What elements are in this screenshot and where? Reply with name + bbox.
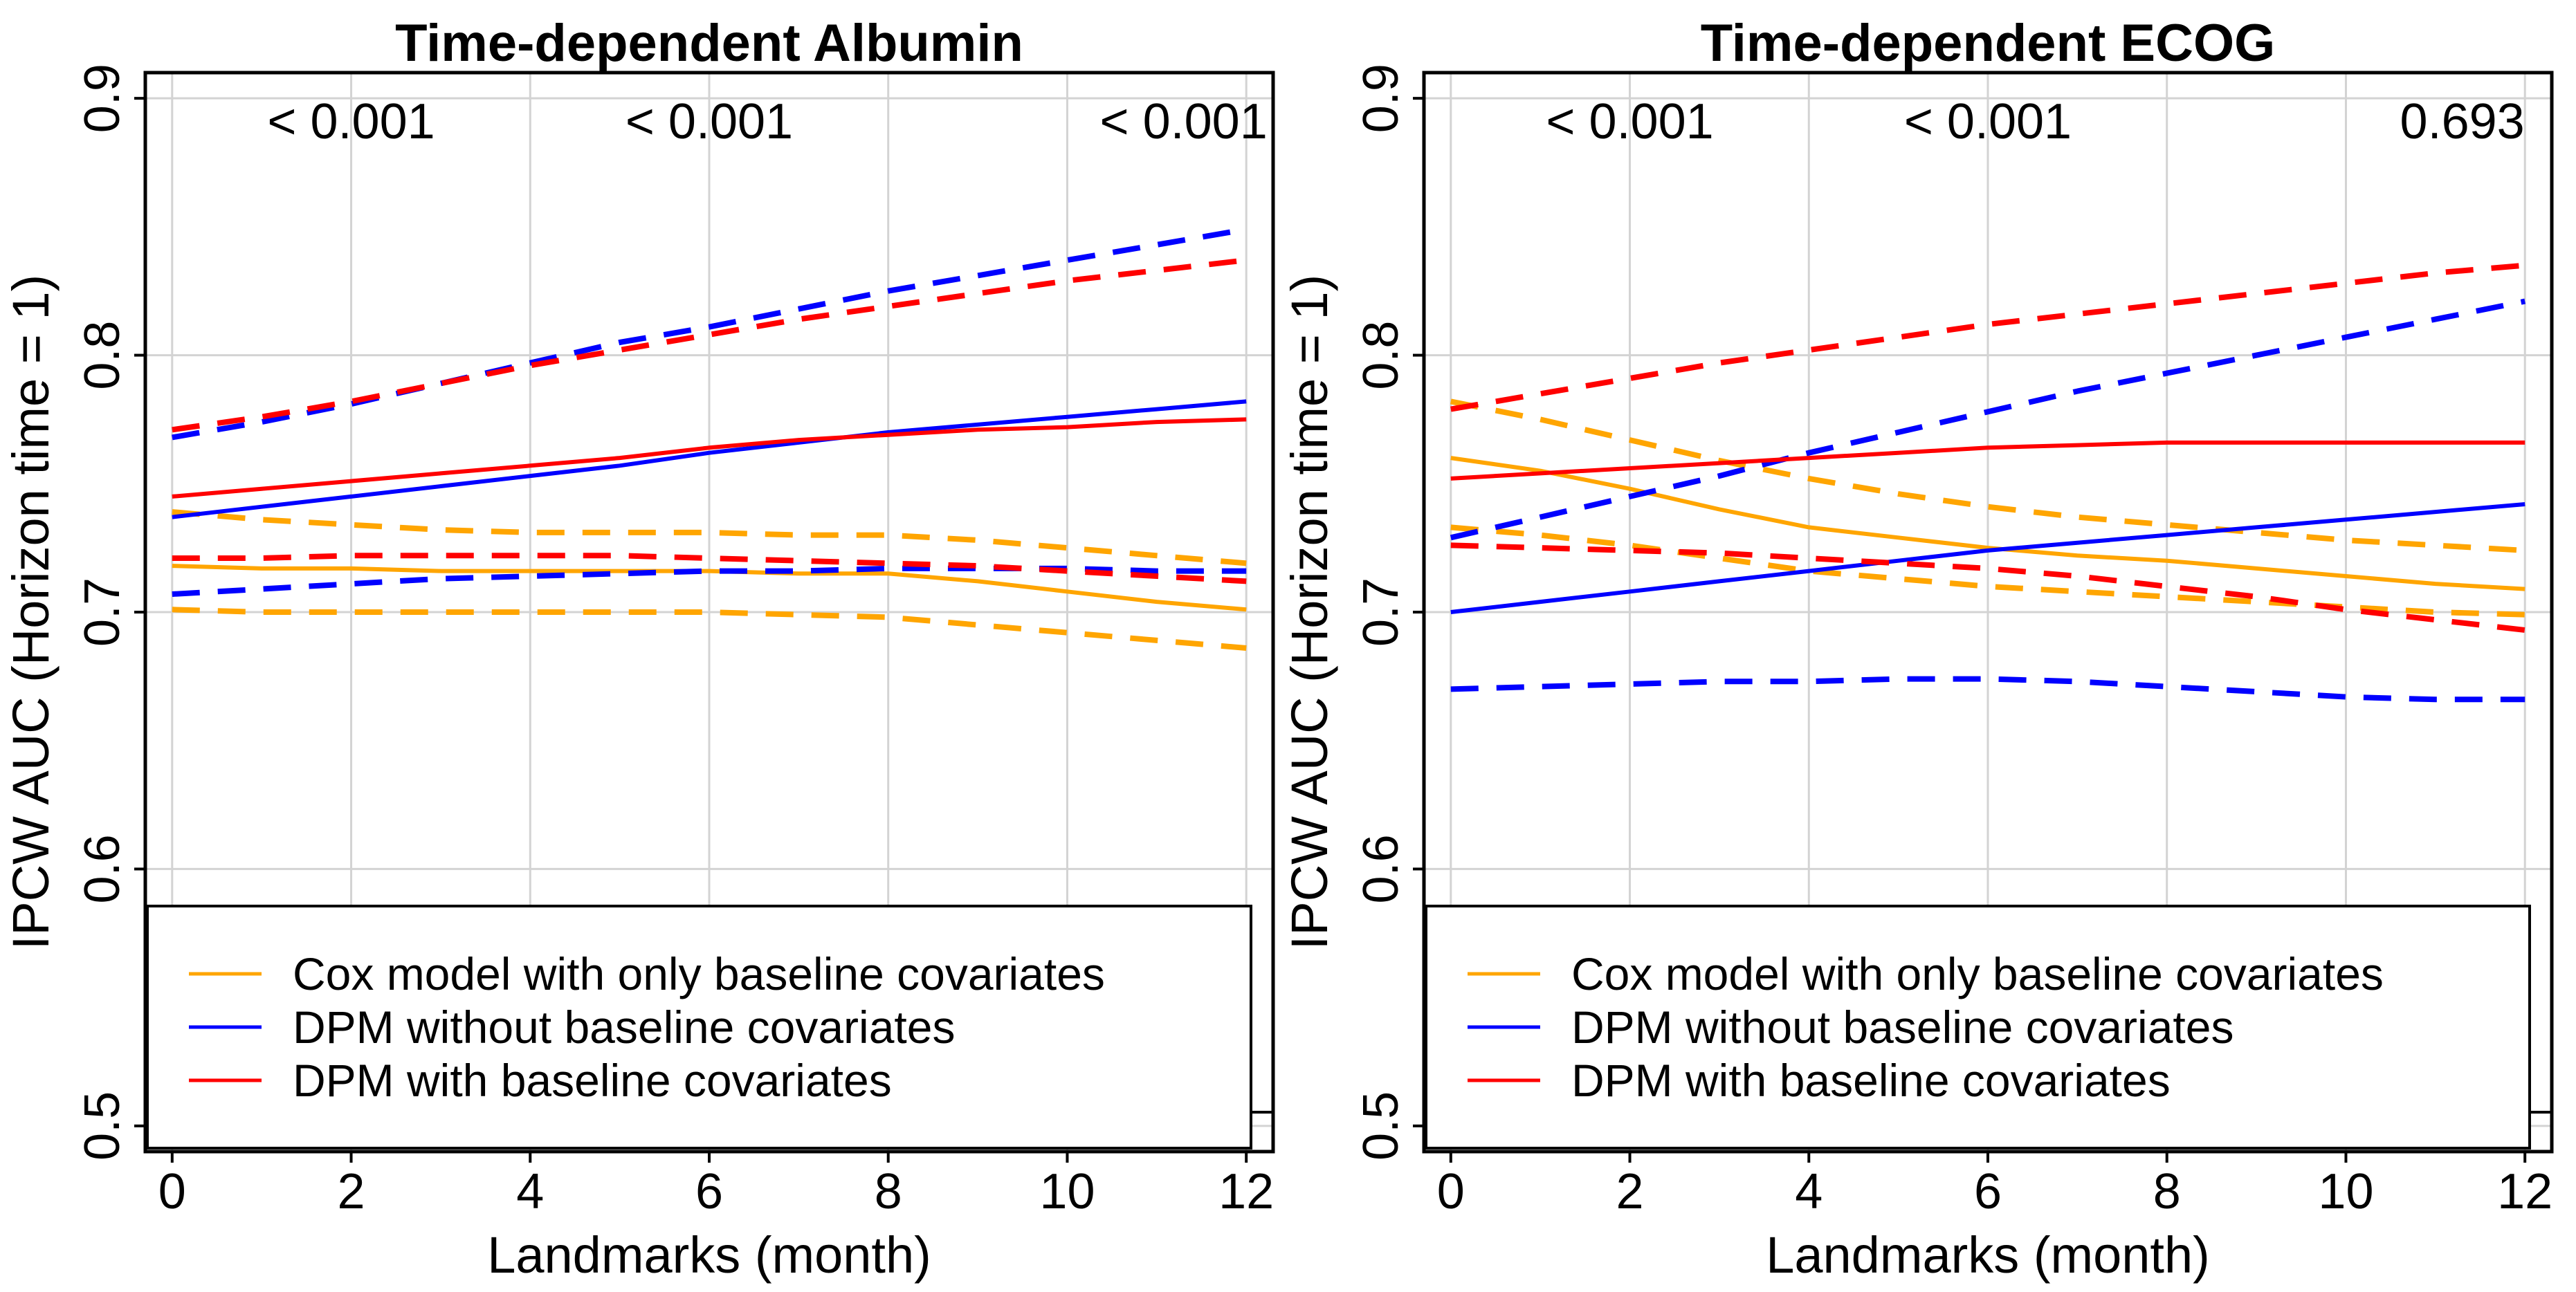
- x-axis-label: Landmarks (month): [1766, 1226, 2210, 1284]
- series-line-5: [1450, 298, 2525, 541]
- p-value-label: < 0.001: [1100, 94, 1268, 149]
- legend-label: DPM with baseline covariates: [1571, 1055, 2171, 1106]
- y-tick-label: 0.6: [1353, 834, 1409, 903]
- chart-panel-1: < 0.001 < 0.001 < 0.001 Cox model with only…: [2, 14, 1275, 1284]
- y-tick-label: 0.5: [75, 1091, 130, 1161]
- x-tick-label: 0: [158, 1164, 186, 1219]
- y-tick-label: 0.5: [1353, 1091, 1409, 1161]
- legend-box: [146, 905, 1252, 1150]
- x-tick-label: 4: [1795, 1164, 1823, 1219]
- legend-label: Cox model with only baseline covariates: [1571, 948, 2384, 999]
- x-tick-label: 12: [1218, 1164, 1274, 1219]
- y-tick-label: 0.9: [1353, 64, 1409, 133]
- y-axis-label: IPCW AUC (Horizon time = 1): [2, 275, 60, 950]
- series-line-1: [1450, 456, 2525, 591]
- series-line-5: [172, 226, 1247, 441]
- series-line-1: [172, 564, 1247, 612]
- chart-title: Time-dependent ECOG: [1701, 14, 2275, 73]
- x-tick-label: 6: [695, 1164, 723, 1219]
- y-tick-label: 0.8: [1353, 321, 1409, 390]
- series-line-4: [172, 399, 1247, 519]
- series-line-2: [1450, 398, 2525, 553]
- legend-box: [1425, 905, 2531, 1150]
- x-tick-label: 8: [875, 1164, 902, 1219]
- p-value-label: < 0.001: [267, 94, 435, 149]
- p-value-label: < 0.001: [1904, 94, 2072, 149]
- x-tick-label: 2: [338, 1164, 365, 1219]
- x-tick-label: 6: [1974, 1164, 2002, 1219]
- legend-label: DPM without baseline covariates: [1571, 1002, 2234, 1053]
- y-axis-label: IPCW AUC (Horizon time = 1): [1281, 275, 1338, 950]
- x-tick-label: 10: [1039, 1164, 1095, 1219]
- legend: Cox model with only baseline covariatesD…: [146, 905, 1273, 1150]
- y-tick-label: 0.6: [75, 834, 130, 903]
- y-tick-label: 0.7: [1353, 578, 1409, 647]
- chart-title: Time-dependent Albumin: [395, 14, 1023, 73]
- y-tick-label: 0.8: [75, 321, 130, 390]
- x-tick-label: 4: [516, 1164, 544, 1219]
- legend-label: Cox model with only baseline covariates: [293, 948, 1105, 999]
- chart-panel-2: < 0.001 < 0.001 0.693 Cox model with only b…: [1281, 14, 2554, 1284]
- p-value-label: 0.693: [2400, 94, 2525, 149]
- legend: Cox model with only baseline covariatesD…: [1425, 905, 2552, 1150]
- x-axis-label: Landmarks (month): [487, 1226, 931, 1284]
- legend-label: DPM with baseline covariates: [293, 1055, 892, 1106]
- x-tick-label: 10: [2318, 1164, 2373, 1219]
- x-tick-label: 0: [1437, 1164, 1465, 1219]
- p-value-label: < 0.001: [625, 94, 793, 149]
- y-tick-label: 0.7: [75, 578, 130, 647]
- legend-label: DPM without baseline covariates: [293, 1002, 955, 1053]
- x-tick-label: 8: [2153, 1164, 2181, 1219]
- y-tick-label: 0.9: [75, 64, 130, 133]
- x-tick-label: 2: [1616, 1164, 1644, 1219]
- series-line-7: [1450, 440, 2525, 481]
- p-value-label: < 0.001: [1546, 94, 1713, 149]
- x-tick-label: 12: [2497, 1164, 2552, 1219]
- series-line-7: [172, 417, 1247, 499]
- series-line-4: [1450, 502, 2525, 614]
